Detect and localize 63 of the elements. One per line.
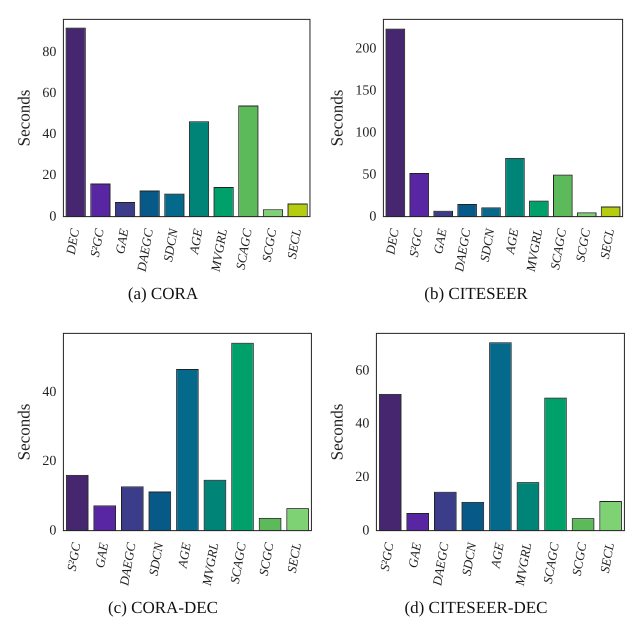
x-tick-label: DEC (382, 227, 402, 257)
y-tick-label: 150 (354, 83, 376, 98)
y-axis-title: Seconds (327, 404, 346, 460)
x-tick-label: SCAGC (226, 541, 248, 585)
x-tick-label: SCAGC (546, 227, 569, 271)
x-tick-label: SCGC (568, 541, 589, 577)
x-tick-label: MVGRL (522, 227, 545, 274)
y-tick-label: 50 (362, 167, 376, 182)
y-axis-title: Seconds (14, 404, 34, 460)
x-tick-label: AGE (486, 541, 506, 570)
x-tick-label: DEC (62, 227, 82, 257)
x-tick-label: AGE (186, 227, 205, 256)
text: (b) CITESEER (424, 284, 528, 304)
x-tick-label: SECL (283, 541, 304, 574)
x-tick-label: S²GC (86, 227, 106, 258)
x-tick-label: MVGRL (511, 541, 534, 588)
x-tick-label: GAE (112, 227, 131, 255)
x-tick-label: SDCN (476, 226, 498, 263)
y-tick-label: 0 (368, 209, 376, 224)
x-tick-label: AGE (174, 541, 194, 570)
x-tick-label: S²GC (405, 227, 426, 258)
x-tick-label: S²GC (376, 541, 396, 572)
x-tick-label: GAE (404, 541, 424, 569)
y-tick-label: 20 (42, 454, 56, 470)
x-tick-label: S²GC (63, 541, 84, 572)
y-tick-label: 0 (48, 209, 56, 224)
y-tick-label: 60 (42, 86, 56, 102)
x-tick-label: SECL (596, 227, 616, 260)
x-tick-label: SDCN (145, 540, 166, 577)
x-tick-label: DAEGC (133, 227, 156, 274)
y-tick-label: 20 (354, 470, 369, 485)
text: (a) CORA (128, 284, 198, 304)
x-tick-label: MVGRL (198, 541, 221, 588)
y-axis-title: Seconds (327, 90, 346, 146)
x-tick-label: SCGC (255, 541, 276, 577)
x-tick-label: AGE (501, 227, 521, 256)
y-tick-label: 40 (354, 416, 369, 432)
text: (d) CITESEER-DEC (404, 598, 548, 618)
x-tick-label: GAE (430, 227, 450, 255)
y-tick-label: 200 (354, 41, 376, 56)
y-axis-title: Seconds (14, 90, 34, 146)
x-tick-label: SDCN (458, 540, 479, 577)
x-tick-label: SCGC (572, 227, 593, 263)
y-tick-label: 40 (42, 384, 56, 400)
x-tick-label: SCGC (258, 227, 279, 263)
x-tick-label: SDCN (160, 226, 180, 263)
x-tick-label: DAEGC (428, 541, 452, 588)
y-tick-label: 40 (42, 127, 56, 142)
y-tick-label: 0 (362, 523, 369, 538)
y-tick-label: 0 (48, 523, 56, 538)
x-tick-label: SECL (596, 541, 616, 574)
y-tick-label: 80 (42, 44, 56, 60)
text: (c) CORA-DEC (108, 598, 218, 618)
x-tick-label: SCAGC (539, 541, 562, 585)
x-tick-label: DAEGC (116, 541, 138, 588)
y-tick-label: 60 (354, 363, 369, 378)
x-tick-label: SCAGC (232, 227, 254, 271)
x-tick-label: GAE (91, 541, 111, 569)
x-tick-label: SECL (283, 227, 304, 260)
x-tick-label: DAEGC (450, 227, 473, 274)
x-tick-label: MVGRL (207, 227, 230, 274)
y-tick-label: 20 (42, 168, 56, 184)
y-tick-label: 100 (354, 125, 376, 140)
